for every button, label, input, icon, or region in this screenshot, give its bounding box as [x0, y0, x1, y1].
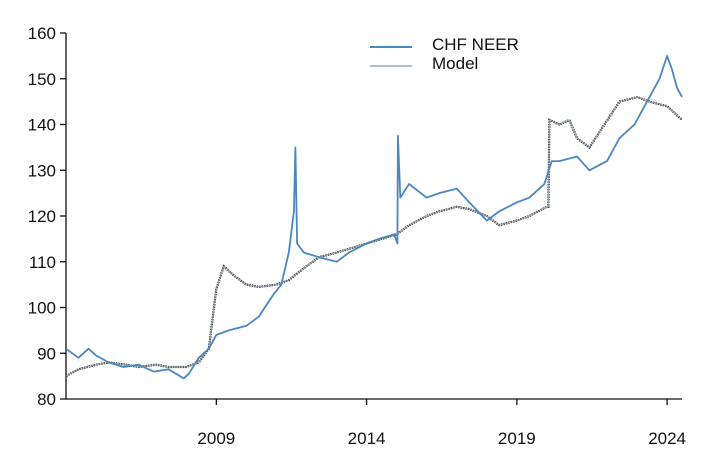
series-line-model-shadow — [65, 95, 683, 378]
y-tick-label: 110 — [29, 253, 56, 272]
legend: CHF NEER Model — [370, 35, 519, 73]
x-tick-label: 2019 — [498, 429, 536, 448]
series-layer — [65, 55, 683, 380]
y-tick-label: 140 — [28, 116, 56, 135]
y-tick-label: 150 — [28, 70, 56, 89]
y-tick-label: 160 — [28, 24, 56, 43]
x-tick-label: 2024 — [648, 429, 686, 448]
y-axis: 80 90 100 110 120 130 140 150 160 — [28, 24, 67, 409]
y-tick-label: 100 — [28, 299, 56, 318]
legend-label-model: Model — [432, 54, 478, 73]
y-tick-label: 80 — [37, 390, 56, 409]
x-tick-label: 2009 — [197, 429, 235, 448]
y-tick-label: 130 — [28, 161, 56, 180]
y-tick-label: 120 — [28, 207, 56, 226]
series-line-chf-neer — [65, 55, 683, 380]
x-axis: 2009 2014 2019 2024 — [66, 398, 686, 448]
y-tick-label: 90 — [37, 344, 56, 363]
x-tick-label: 2014 — [348, 429, 386, 448]
legend-label-chf-neer: CHF NEER — [432, 35, 519, 54]
series-line-model — [65, 96, 683, 377]
